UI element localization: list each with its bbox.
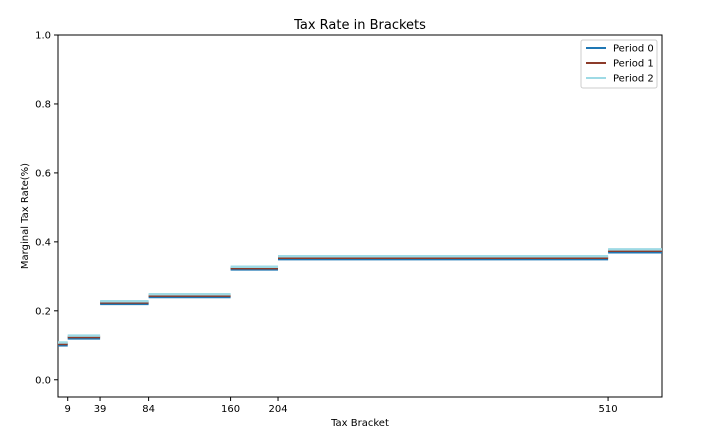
series-1 xyxy=(58,249,662,346)
x-tick-label: 160 xyxy=(221,404,240,415)
y-tick-label: 0.2 xyxy=(35,306,51,317)
x-tick-label: 39 xyxy=(94,404,107,415)
x-tick-label: 204 xyxy=(268,404,287,415)
x-tick-label: 9 xyxy=(65,404,71,415)
legend: Period 0 Period 1 Period 2 xyxy=(580,39,658,89)
y-tick-label: 0.0 xyxy=(35,375,51,386)
x-axis-label: Tax Bracket xyxy=(330,418,389,429)
y-tick-label: 0.4 xyxy=(35,237,51,248)
y-axis-ticks: 0.0 0.2 0.4 0.6 0.8 1.0 xyxy=(35,31,58,386)
legend-label-0: Period 0 xyxy=(613,44,654,55)
y-tick-label: 1.0 xyxy=(35,31,51,42)
plot-frame xyxy=(57,34,663,398)
legend-label-2: Period 2 xyxy=(613,74,654,85)
series-layer xyxy=(58,248,662,347)
chart-title: Tax Rate in Brackets xyxy=(293,18,426,33)
x-axis-ticks: 9 39 84 160 204 510 xyxy=(65,397,618,415)
y-axis-label: Marginal Tax Rate(%) xyxy=(20,163,31,269)
series-2 xyxy=(58,248,662,344)
legend-box xyxy=(580,39,658,89)
legend-label-1: Period 1 xyxy=(613,59,654,70)
y-tick-label: 0.6 xyxy=(35,168,51,179)
series-0 xyxy=(58,250,662,347)
x-tick-label: 84 xyxy=(142,404,155,415)
x-tick-label: 510 xyxy=(599,404,618,415)
y-tick-label: 0.8 xyxy=(35,99,51,110)
